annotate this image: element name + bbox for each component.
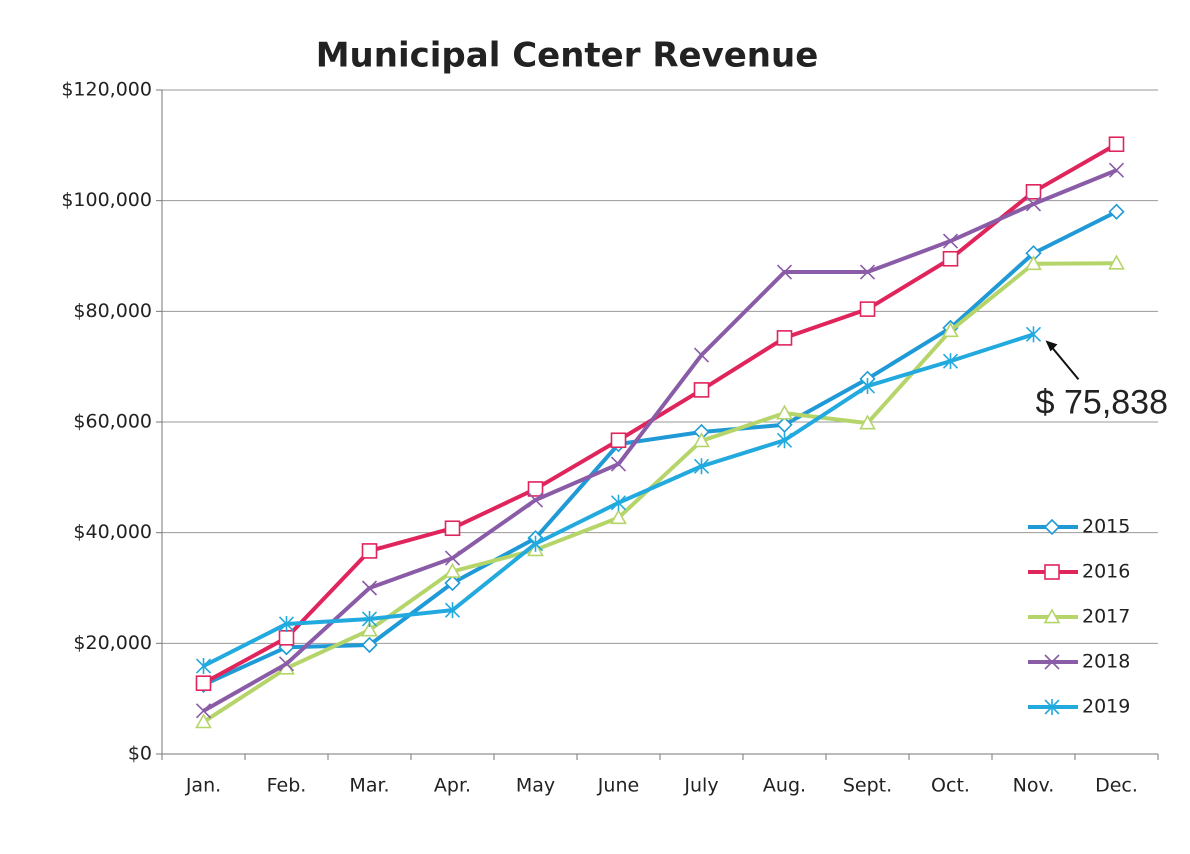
marker bbox=[776, 404, 793, 420]
x-tick-label: Mar. bbox=[349, 775, 389, 797]
x-tick-label: Oct. bbox=[931, 775, 970, 797]
marker bbox=[444, 562, 461, 578]
marker bbox=[278, 629, 295, 646]
y-tick-label: $0 bbox=[128, 743, 152, 765]
series-line bbox=[202, 168, 1118, 713]
marker bbox=[1044, 564, 1060, 580]
marker bbox=[527, 535, 544, 552]
x-tick-label: Apr. bbox=[434, 775, 471, 797]
marker bbox=[610, 494, 627, 511]
marker bbox=[1025, 184, 1042, 200]
marker bbox=[361, 580, 378, 596]
marker bbox=[527, 492, 544, 508]
marker bbox=[195, 703, 212, 719]
marker bbox=[693, 347, 710, 363]
x-tick-label: June bbox=[597, 775, 639, 797]
y-tick-label: $60,000 bbox=[73, 411, 152, 433]
marker bbox=[278, 615, 295, 632]
marker bbox=[527, 481, 544, 497]
x-tick-label: Aug. bbox=[763, 775, 806, 797]
marker bbox=[610, 432, 627, 449]
marker bbox=[361, 621, 378, 637]
marker bbox=[859, 378, 876, 395]
y-tick-label: $100,000 bbox=[61, 189, 152, 211]
annotation-arrow bbox=[1048, 343, 1080, 381]
marker bbox=[776, 264, 793, 280]
marker bbox=[195, 713, 212, 729]
marker bbox=[361, 543, 378, 559]
marker bbox=[195, 675, 212, 691]
marker bbox=[776, 330, 793, 346]
marker bbox=[942, 233, 959, 249]
legend-label: 2017 bbox=[1082, 606, 1130, 628]
marker bbox=[942, 322, 959, 338]
marker bbox=[444, 520, 461, 537]
x-tick-label: Nov. bbox=[1013, 775, 1055, 797]
marker bbox=[278, 656, 295, 672]
legend-label: 2015 bbox=[1082, 516, 1130, 538]
x-tick-label: Dec. bbox=[1095, 775, 1138, 797]
annotation-arrowhead bbox=[1045, 340, 1058, 352]
x-tick-label: May bbox=[516, 775, 555, 797]
y-tick-label: $40,000 bbox=[73, 521, 152, 543]
marker bbox=[444, 574, 461, 592]
annotation: $ 75,838 bbox=[1036, 383, 1168, 421]
series-line bbox=[202, 261, 1117, 724]
marker bbox=[859, 264, 876, 280]
chart-title: Municipal Center Revenue bbox=[316, 36, 819, 76]
y-tick-label: $80,000 bbox=[73, 300, 152, 322]
marker bbox=[859, 301, 876, 317]
x-tick-label: Sept. bbox=[843, 775, 892, 797]
marker bbox=[610, 509, 627, 525]
marker bbox=[361, 610, 378, 627]
marker bbox=[942, 250, 959, 267]
marker bbox=[693, 458, 710, 475]
series-line bbox=[202, 142, 1118, 685]
marker bbox=[444, 550, 461, 566]
marker bbox=[776, 416, 793, 433]
marker bbox=[1043, 518, 1061, 536]
x-tick-label: Jan. bbox=[185, 775, 221, 797]
y-tick-label: $120,000 bbox=[61, 79, 152, 101]
marker bbox=[942, 353, 959, 370]
series-line bbox=[202, 209, 1118, 687]
marker bbox=[1044, 699, 1060, 715]
marker bbox=[1025, 326, 1042, 343]
marker bbox=[1043, 608, 1061, 624]
marker bbox=[1108, 254, 1125, 270]
marker bbox=[444, 602, 461, 619]
marker bbox=[361, 636, 378, 654]
y-tick-label: $20,000 bbox=[73, 632, 152, 654]
marker bbox=[1108, 203, 1125, 220]
legend-label: 2019 bbox=[1082, 696, 1130, 718]
marker bbox=[610, 456, 627, 472]
marker bbox=[1025, 255, 1042, 271]
marker bbox=[195, 658, 212, 675]
x-tick-label: Feb. bbox=[267, 775, 307, 797]
marker bbox=[859, 414, 876, 430]
marker bbox=[693, 382, 710, 398]
marker bbox=[776, 432, 793, 449]
marker bbox=[693, 432, 710, 448]
marker bbox=[1108, 162, 1125, 178]
marker bbox=[1108, 136, 1125, 153]
legend-label: 2016 bbox=[1082, 561, 1130, 583]
legend-label: 2018 bbox=[1082, 651, 1130, 673]
marker bbox=[1044, 654, 1060, 670]
marker bbox=[1025, 196, 1042, 212]
x-tick-label: July bbox=[683, 775, 718, 797]
